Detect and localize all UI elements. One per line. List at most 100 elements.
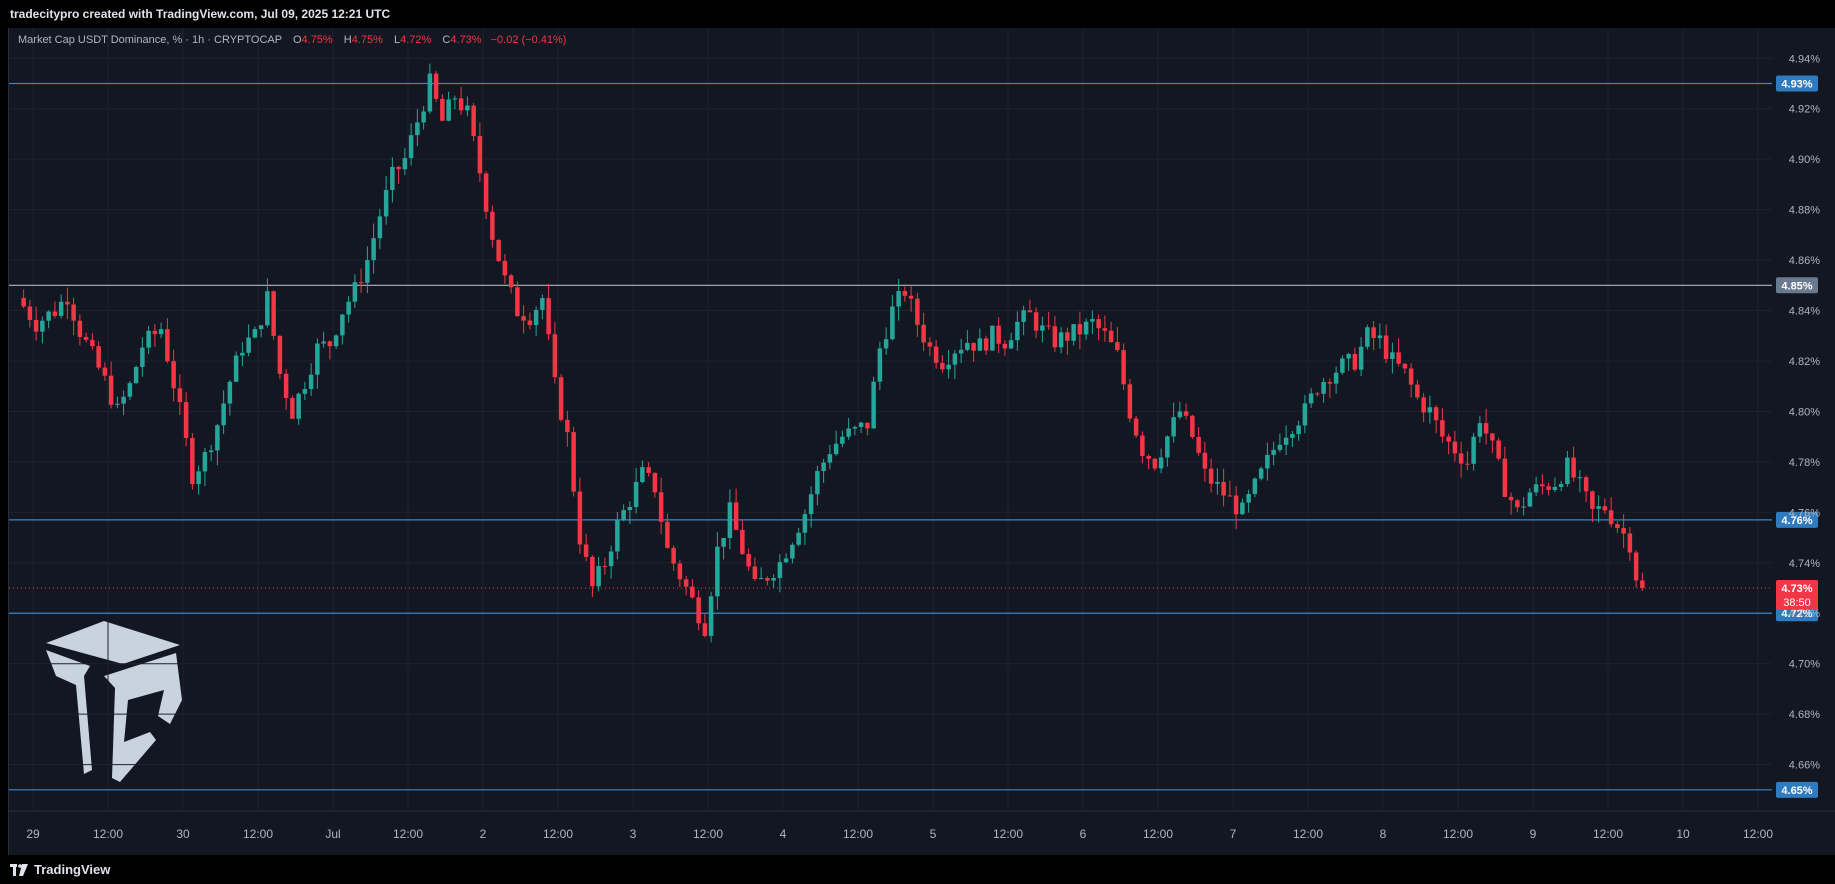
candle-body [915, 298, 920, 325]
candle-body [1390, 352, 1395, 360]
candle-body [571, 432, 576, 492]
candle-body [1302, 403, 1308, 426]
y-tick-label: 4.88% [1789, 205, 1820, 217]
y-tick-label: 4.76% [1789, 507, 1820, 519]
candle-body [971, 342, 976, 351]
candle-body [346, 301, 351, 315]
candle-body [633, 481, 639, 507]
x-tick-label: 10 [1676, 827, 1690, 841]
legend-close: 4.73% [450, 34, 482, 46]
legend-high-label: H [343, 34, 352, 46]
candle-body [1002, 343, 1008, 349]
candle-body [483, 173, 489, 212]
candle-body [202, 452, 208, 472]
candle-body [1158, 457, 1164, 469]
candle-body [1177, 411, 1183, 418]
candle-body [1115, 342, 1120, 351]
candle-body [396, 166, 401, 170]
candle-body [121, 396, 126, 404]
candle-body [1508, 496, 1514, 501]
candle-body [552, 334, 558, 378]
level-label: 4.76% [1781, 515, 1812, 527]
candle-body [940, 362, 945, 370]
candle-body [1433, 407, 1439, 421]
candle-body [1365, 327, 1370, 347]
candle-body [1415, 384, 1420, 398]
candlestick-chart[interactable]: 4.93% 4.85% 4.76% 4.72% 4.65% 4.73% 38:50 4.94… [0, 0, 1835, 855]
candle-body [740, 529, 745, 555]
candle-body [846, 428, 851, 437]
candle-body [1458, 453, 1464, 464]
candle-body [71, 304, 76, 321]
candle-body [315, 343, 320, 375]
candle-body [452, 98, 458, 100]
candle-body [733, 502, 739, 530]
candle-body [1452, 441, 1458, 454]
x-tick-label: 2 [480, 827, 487, 841]
candle-body [1633, 552, 1639, 581]
candle-body [596, 566, 601, 587]
candle-body [77, 320, 83, 337]
candle-body [190, 437, 195, 485]
candle-body [40, 320, 45, 332]
tradingview-brand[interactable]: TradingView [10, 862, 110, 877]
candle-body [1590, 491, 1595, 509]
candle-body [21, 297, 26, 307]
candle-body [1321, 381, 1326, 394]
y-tick-label: 4.74% [1789, 558, 1820, 570]
level-label: 4.72% [1781, 608, 1812, 620]
x-tick-label: 12:00 [693, 827, 723, 841]
candle-body [1140, 435, 1145, 456]
candle-body [658, 492, 664, 522]
candle-body [458, 98, 464, 111]
candle-body [471, 105, 476, 137]
price-axis[interactable]: 4.94% 4.92% 4.90% 4.88% 4.86% 4.84% 4.82% 4.80%… [1789, 53, 1820, 771]
candle-body [833, 443, 839, 455]
candle-body [158, 329, 164, 335]
candle-body [752, 566, 758, 579]
chart-frame[interactable] [8, 28, 1835, 855]
x-tick-label: 7 [1230, 827, 1237, 841]
candle-body [146, 330, 151, 348]
candle-body [1621, 527, 1626, 534]
candle-body [165, 329, 170, 362]
candle-body [1552, 486, 1558, 490]
candle-body [840, 436, 845, 444]
candle-body [1408, 368, 1414, 385]
candle-body [1008, 340, 1014, 349]
candle-body [90, 339, 95, 347]
candle-body [171, 361, 176, 389]
candle-body [1290, 434, 1295, 438]
candle-body [1602, 506, 1608, 511]
candle-body [1565, 457, 1570, 485]
candle-body [1133, 418, 1139, 436]
time-axis[interactable]: 29 12:00 30 12:00 Jul 12:00 2 12:00 3 12:00 4 12:00… [26, 827, 1773, 841]
candle-body [546, 298, 551, 335]
candle-body [1221, 482, 1226, 496]
candle-body [296, 393, 301, 419]
candle-body [446, 99, 451, 121]
candle-body [1371, 327, 1376, 339]
candle-body [577, 491, 583, 545]
candle-body [421, 111, 426, 123]
level-label: 4.65% [1781, 785, 1812, 797]
candle-body [1608, 510, 1614, 525]
level-badge [1776, 277, 1818, 294]
symbol-legend[interactable]: Market Cap USDT Dominance, % · 1h · CRYP… [18, 34, 566, 46]
candle-body [1558, 484, 1564, 487]
y-tick-label: 4.92% [1789, 104, 1820, 116]
candle-body [677, 563, 683, 580]
y-tick-label: 4.80% [1789, 406, 1820, 418]
candle-body [527, 320, 533, 326]
y-tick-label: 4.84% [1789, 306, 1820, 318]
candle-body [977, 338, 983, 351]
candle-body [1258, 468, 1264, 479]
level-badge [1776, 781, 1818, 798]
x-tick-label: 9 [1530, 827, 1537, 841]
candle-body [558, 377, 564, 420]
candle-body [1040, 325, 1045, 331]
candle-body [1521, 506, 1526, 508]
candle-body [965, 342, 970, 350]
candle-body [96, 346, 101, 368]
candle-body [821, 462, 826, 472]
